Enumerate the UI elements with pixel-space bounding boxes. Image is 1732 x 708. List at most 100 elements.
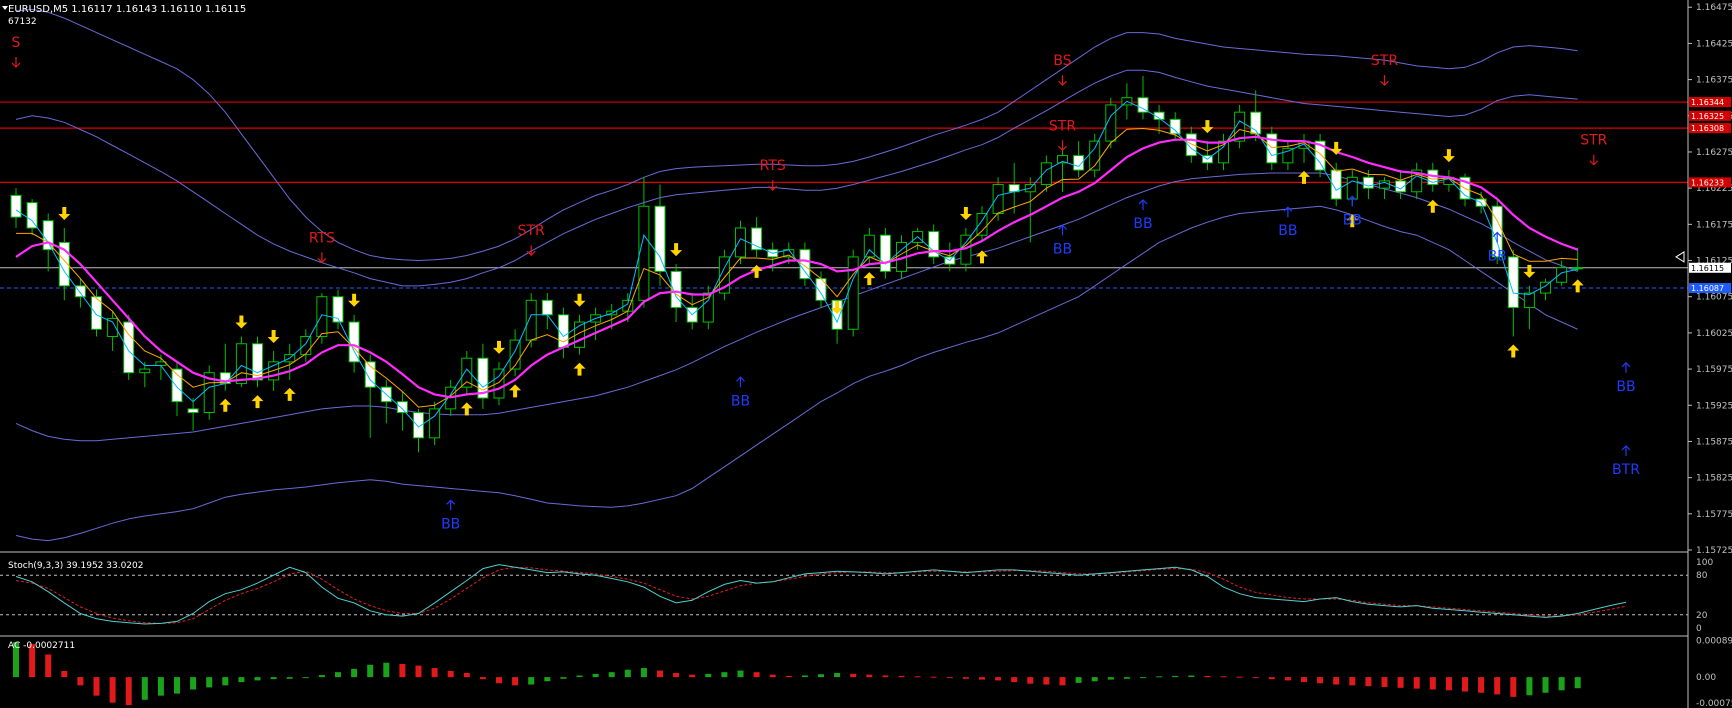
sell-arrow-icon	[493, 340, 505, 354]
collapse-triangle-icon[interactable]	[2, 6, 8, 10]
bullish-candle	[992, 184, 1004, 214]
bearish-candle	[1330, 169, 1342, 200]
signal-label: BB	[1278, 223, 1297, 239]
accelerator-bar	[45, 654, 52, 678]
accelerator-bar	[286, 677, 293, 679]
bullish-candle	[429, 408, 441, 439]
signal-down-arrow-icon	[768, 180, 778, 191]
bearish-candle	[1362, 176, 1374, 189]
price-tick-label: 1.15825	[1696, 474, 1732, 484]
bearish-candle	[187, 408, 199, 414]
buy-arrow-icon	[460, 402, 473, 416]
bearish-candle	[74, 285, 86, 298]
bullish-candle	[863, 234, 875, 258]
stochastic-tick-label: 0	[1696, 624, 1702, 634]
bullish-candle	[300, 336, 312, 356]
main-price-pane[interactable]: S RTS STR RTS BS STR STR STR BB BB BB BB BB BB BB BB BTR	[0, 8, 1688, 542]
accelerator-bar	[979, 677, 985, 680]
accelerator-pane[interactable]: 0.000895 0.00 -0.00075	[13, 636, 1732, 708]
signal-label: BB	[1343, 212, 1362, 228]
bearish-candle	[364, 361, 376, 388]
buy-arrow-icon	[283, 387, 296, 401]
signal-label: S	[12, 35, 21, 51]
accelerator-bar	[576, 675, 583, 678]
signal-down-arrow-icon	[1058, 140, 1067, 152]
bearish-candle	[1073, 155, 1085, 171]
bearish-candle	[831, 299, 843, 330]
accelerator-bar	[1236, 676, 1243, 678]
price-tick-label: 1.16425	[1696, 39, 1732, 49]
price-label-box	[1689, 123, 1731, 134]
accelerator-bar	[866, 674, 873, 678]
accelerator-bar	[1349, 677, 1356, 686]
accelerator-bar	[1204, 675, 1211, 678]
bullish-candle	[1040, 162, 1052, 186]
bullish-candle	[1523, 292, 1535, 309]
signal-label: BB	[441, 516, 460, 532]
accelerator-bar	[109, 677, 116, 703]
accelerator-bar	[1510, 677, 1517, 697]
accelerator-bar	[769, 674, 776, 678]
accelerator-bar	[367, 664, 374, 678]
signal-down-arrow-icon	[11, 57, 21, 68]
bearish-candle	[42, 220, 54, 251]
price-label-box	[1689, 177, 1731, 188]
sell-arrow-icon	[267, 329, 280, 343]
accelerator-bar	[1140, 677, 1146, 679]
accelerator-bar	[785, 675, 792, 678]
signal-down-arrow-icon	[526, 245, 536, 257]
stochastic-tick-label: 100	[1696, 558, 1713, 568]
stochastic-pane[interactable]: 100 80 20 0	[0, 558, 1713, 634]
accelerator-bar	[1542, 677, 1549, 693]
accelerator-bar	[496, 677, 502, 684]
signal-down-arrow-icon	[1589, 154, 1599, 166]
price-label-box	[1689, 262, 1731, 273]
buy-arrow-icon	[1346, 214, 1359, 228]
price-tick-label: 1.16125	[1696, 257, 1732, 267]
signal-label: STR	[1049, 118, 1076, 134]
accelerator-bar	[1574, 677, 1581, 689]
accelerator-bar	[1429, 677, 1436, 690]
accelerator-bar	[850, 673, 857, 678]
accelerator-bar	[1381, 677, 1388, 687]
accelerator-bar	[1397, 677, 1404, 688]
accelerator-bar	[335, 672, 341, 678]
price-pointer-icon	[1675, 251, 1685, 263]
accelerator-bar	[1478, 677, 1485, 693]
accelerator-bar	[222, 677, 229, 686]
accelerator-bar	[190, 677, 197, 690]
buy-arrow-icon	[251, 395, 264, 409]
sell-arrow-icon	[348, 293, 361, 307]
bearish-candle	[879, 234, 891, 272]
sell-arrow-icon	[58, 206, 71, 220]
accelerator-bar	[1011, 677, 1018, 683]
accelerator-bar	[962, 677, 969, 679]
price-tick-label: 1.16025	[1696, 329, 1732, 339]
bearish-candle	[751, 227, 763, 251]
lower-bollinger-band	[15, 205, 1578, 542]
price-tick-label: 1.15925	[1696, 401, 1732, 411]
lower-inner-band	[15, 172, 1578, 442]
accelerator-bar	[431, 668, 438, 678]
accelerator-bar	[270, 677, 277, 680]
bullish-candle	[1411, 169, 1423, 193]
bullish-candle	[493, 368, 505, 399]
bearish-candle	[396, 401, 408, 414]
signal-up-arrow-icon	[1283, 206, 1293, 218]
bullish-candle	[718, 256, 730, 294]
stochastic-signal-line	[15, 566, 1627, 624]
buy-arrow-icon	[1507, 344, 1520, 358]
bearish-candle	[91, 296, 102, 330]
sell-arrow-icon	[573, 293, 586, 307]
signal-up-arrow-icon	[736, 376, 745, 388]
bullish-candle	[702, 292, 714, 323]
signal-up-arrow-icon	[1138, 199, 1148, 210]
sell-arrow-icon	[1330, 141, 1343, 155]
price-label: 1.16344	[1691, 98, 1724, 107]
signal-label: RTS	[760, 158, 786, 174]
signal-label: STR	[1580, 133, 1607, 149]
signal-up-arrow-icon	[1621, 361, 1631, 373]
